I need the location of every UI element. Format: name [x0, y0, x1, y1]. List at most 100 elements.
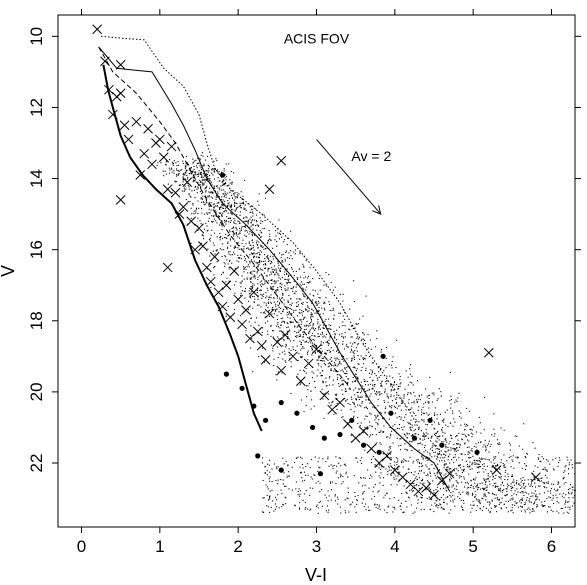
- field-dot: [443, 502, 445, 504]
- field-dot: [280, 479, 282, 481]
- field-dot: [515, 494, 518, 496]
- field-dot: [231, 181, 233, 183]
- field-dot: [413, 391, 415, 393]
- field-dot: [249, 297, 251, 299]
- field-dot: [232, 227, 234, 229]
- x-marker: [421, 483, 432, 493]
- field-dot: [196, 167, 198, 169]
- field-dot: [349, 504, 351, 506]
- field-dot: [350, 503, 352, 505]
- field-dot: [229, 182, 231, 184]
- field-dot: [296, 298, 298, 300]
- field-dot: [276, 468, 278, 470]
- field-dot: [260, 312, 262, 314]
- field-dot: [476, 466, 478, 468]
- field-dot: [343, 367, 345, 369]
- field-dot: [460, 424, 462, 426]
- field-dot: [458, 477, 460, 479]
- x-marker: [100, 56, 110, 67]
- field-dot: [533, 502, 535, 504]
- field-dot: [289, 329, 291, 331]
- field-dot: [313, 295, 315, 297]
- field-dot: [340, 384, 342, 386]
- field-dot: [476, 499, 478, 501]
- field-dot: [542, 458, 545, 460]
- field-dot: [487, 473, 489, 475]
- field-dot: [444, 432, 446, 434]
- field-dot: [386, 492, 388, 494]
- field-dot: [263, 272, 266, 274]
- field-dot: [237, 236, 239, 238]
- field-dot: [496, 497, 498, 499]
- x-marker: [119, 120, 130, 131]
- field-dot: [568, 462, 570, 464]
- field-dot: [395, 398, 397, 400]
- field-dot: [281, 236, 283, 238]
- field-dot: [188, 194, 190, 196]
- field-dot: [483, 489, 485, 491]
- field-dot: [398, 415, 400, 418]
- field-dot: [500, 484, 502, 486]
- field-dot: [228, 184, 230, 186]
- field-dot: [366, 408, 369, 410]
- field-dot: [261, 294, 263, 296]
- field-dot: [326, 333, 328, 335]
- field-dot: [343, 348, 345, 350]
- field-dot: [483, 465, 485, 467]
- field-dot: [380, 385, 382, 387]
- field-dot: [249, 271, 251, 273]
- field-dot: [421, 435, 423, 437]
- field-dot: [196, 173, 198, 176]
- field-dot: [547, 481, 549, 483]
- field-dot: [547, 490, 549, 492]
- field-dot: [545, 474, 547, 476]
- field-dot: [401, 402, 404, 404]
- field-dot: [258, 252, 260, 254]
- field-dot: [523, 482, 525, 484]
- field-dot: [270, 297, 272, 299]
- field-dot: [219, 239, 221, 241]
- field-dot: [521, 479, 523, 482]
- field-dot: [458, 443, 460, 445]
- field-dot: [449, 470, 451, 472]
- field-dot: [321, 307, 323, 309]
- field-dot: [393, 506, 396, 509]
- field-dot: [299, 319, 301, 321]
- field-dot: [345, 388, 347, 390]
- field-dot: [268, 315, 271, 317]
- field-dot: [511, 474, 513, 476]
- field-dot: [556, 500, 558, 503]
- field-dot: [208, 202, 211, 204]
- field-dot: [337, 349, 339, 351]
- field-dot: [354, 506, 356, 508]
- field-dot: [406, 432, 408, 434]
- field-dot: [463, 433, 465, 435]
- field-dot: [397, 469, 399, 471]
- field-dot: [400, 508, 402, 510]
- field-dot: [260, 289, 262, 291]
- field-dot: [175, 175, 177, 177]
- field-dot: [368, 487, 370, 489]
- field-dot: [390, 383, 392, 385]
- field-dot: [420, 509, 422, 511]
- field-dot: [312, 328, 314, 330]
- field-dot: [341, 369, 344, 371]
- field-dot: [463, 502, 465, 504]
- field-dot: [489, 483, 491, 485]
- field-dot: [246, 220, 248, 222]
- field-dot: [342, 325, 344, 327]
- field-dot: [392, 400, 394, 402]
- field-dot: [225, 163, 227, 165]
- field-dot: [296, 335, 298, 337]
- field-dot: [338, 359, 340, 361]
- field-dot: [310, 320, 313, 322]
- field-dot: [336, 345, 338, 347]
- field-dot: [460, 453, 462, 455]
- field-dot: [259, 275, 261, 277]
- field-dot: [427, 433, 429, 435]
- field-dot: [413, 460, 415, 462]
- field-dot: [485, 469, 487, 471]
- field-dot: [492, 485, 494, 487]
- field-dot: [316, 312, 318, 314]
- field-dot: [374, 393, 376, 395]
